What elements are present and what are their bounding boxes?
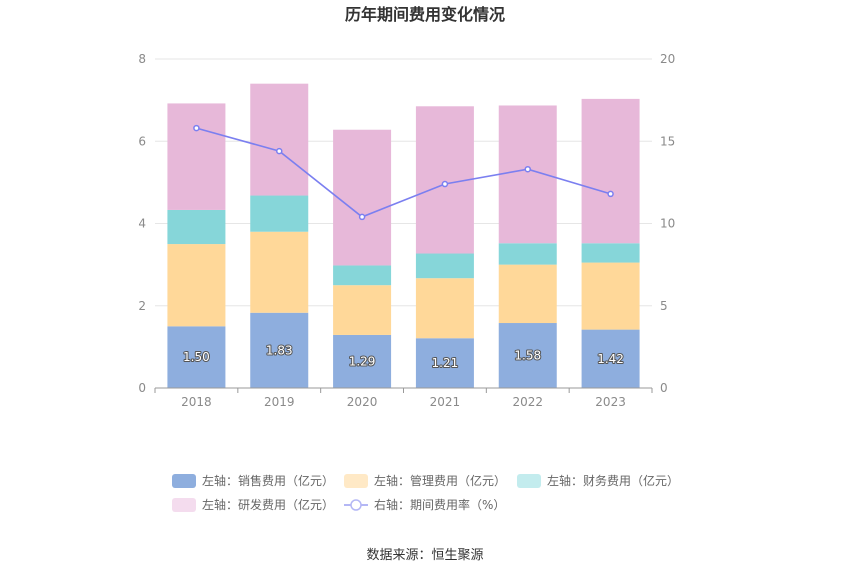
bar-segment-1 [333,334,392,388]
right-tick-label: 15 [660,134,675,148]
x-tick-label: 2019 [264,395,295,409]
x-tick-label: 2020 [347,395,378,409]
legend-label: 左轴：研发费用（亿元） [202,497,334,512]
rate-point [607,190,614,198]
legend-label: 左轴：管理费用（亿元） [374,473,506,488]
chart-title: 历年期间费用变化情况 [345,5,505,24]
bar-data-label: 1.50 [183,350,210,364]
x-axis-ticks: 2018 2019 2020 2021 2022 2023 [154,388,653,409]
data-source-note: 数据来源：恒生聚源 [366,548,483,563]
bar-data-label: 1.83 [266,343,293,357]
bar-segment-3 [333,265,392,286]
gridlines [155,58,652,307]
bar-segment-3 [581,243,640,263]
left-tick-label: 6 [138,134,146,148]
left-tick-label: 8 [138,52,146,66]
bar-segment-2 [167,244,226,327]
bar-segment-2 [498,264,557,324]
left-tick-label: 2 [138,299,146,313]
rate-point [524,165,531,173]
bar-segment-1 [498,323,557,388]
legend-swatch [172,498,196,512]
left-axis-ticks: 0 2 4 6 8 [138,52,146,395]
bar-data-label: 1.21 [432,356,459,370]
bar-segment-1 [167,326,226,388]
bar-segment-1 [415,338,474,388]
rate-point [441,180,449,188]
bar-segment-4 [167,103,226,210]
legend-swatch [172,474,196,488]
x-tick-label: 2021 [430,395,461,409]
right-tick-label: 0 [660,381,668,395]
bar-series [167,83,640,388]
bar-segment-2 [250,231,309,313]
x-tick-label: 2023 [595,395,626,409]
legend-line-marker [350,499,362,511]
rate-line [196,127,611,218]
bar-data-label: 1.29 [349,354,376,368]
x-tick-label: 2018 [181,395,212,409]
bar-segment-4 [581,98,640,244]
data-labels: 1.50 1.83 1.29 1.21 1.58 1.42 [182,342,625,371]
legend-label: 右轴：期间费用率（%） [374,497,505,512]
bar-segment-2 [581,262,640,330]
bar-segment-1 [250,312,309,388]
bar-segment-4 [250,83,309,196]
bar-data-label: 1.58 [514,349,541,363]
bar-segment-4 [333,129,392,266]
rate-line-series [193,124,614,221]
legend-label: 左轴：财务费用（亿元） [547,473,679,488]
legend: 左轴：销售费用（亿元） 左轴：管理费用（亿元） 左轴：财务费用（亿元） 左轴：研发费用… [172,473,679,512]
legend-swatch [344,474,368,488]
bar-segment-2 [333,285,392,335]
legend-label: 左轴：销售费用（亿元） [202,473,334,488]
right-tick-label: 5 [660,299,668,313]
left-tick-label: 0 [138,381,146,395]
bar-segment-3 [250,195,309,232]
rate-point [358,213,366,221]
rate-point [193,124,200,132]
right-tick-label: 20 [660,52,675,66]
x-tick-label: 2022 [512,395,543,409]
rate-point [276,147,283,155]
bar-data-label: 1.42 [597,352,624,366]
bar-segment-3 [415,253,474,279]
bar-segment-3 [167,209,226,245]
right-axis-ticks: 0 5 10 15 20 [660,52,675,395]
legend-swatch [517,474,541,488]
right-tick-label: 10 [660,217,675,231]
bar-segment-2 [415,278,474,339]
bar-segment-4 [498,105,557,244]
left-tick-label: 4 [138,217,146,231]
bar-segment-3 [498,243,557,265]
bar-segment-1 [581,329,640,388]
